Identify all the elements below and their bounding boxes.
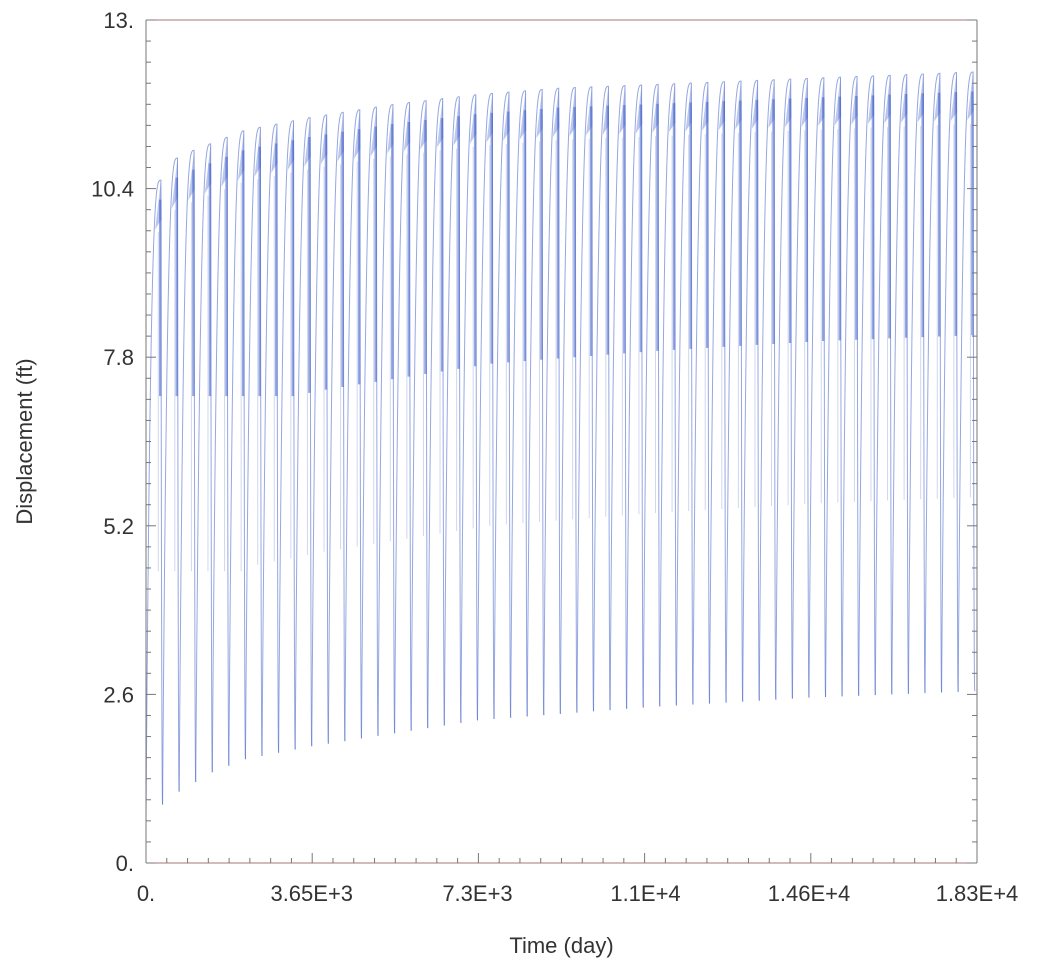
series-cycle-line xyxy=(791,77,810,699)
y-tick-label: 7.8 xyxy=(103,345,134,370)
series-cycle-line xyxy=(493,91,512,720)
series-cycle-line xyxy=(924,72,943,694)
y-tick-label: 0. xyxy=(116,851,134,876)
series-cycle-line xyxy=(228,130,246,766)
series-cycle-line xyxy=(526,89,545,717)
series-cycle-line xyxy=(609,85,628,711)
series-cycle-line xyxy=(543,87,561,716)
series-cycle-line xyxy=(907,73,926,694)
series-cycle-line xyxy=(377,104,396,736)
series-cycle-line xyxy=(576,86,595,713)
series-cycle-line xyxy=(211,136,230,773)
series-cycle-line xyxy=(725,80,744,703)
series-cycle-line xyxy=(145,179,164,818)
series-cycle-line xyxy=(410,100,429,731)
series-cycle-line xyxy=(244,126,263,760)
y-tick-label: 13. xyxy=(103,8,134,33)
axes-layer xyxy=(145,19,978,864)
x-tick-label: 1.46E+4 xyxy=(768,881,851,906)
series-cycle-line xyxy=(162,157,180,805)
series-cycle-line xyxy=(825,76,843,698)
series-cycle-line xyxy=(709,81,727,704)
series-cycle-line xyxy=(327,111,346,744)
series-cycle-line xyxy=(957,71,976,692)
x-tick-label: 1.83E+4 xyxy=(936,881,1019,906)
series-cycle-line xyxy=(178,149,197,792)
series-cycle-line xyxy=(427,98,445,729)
series-cycle-line xyxy=(394,102,412,734)
series-cycle-line xyxy=(360,106,379,739)
x-tick-label: 1.1E+4 xyxy=(610,881,680,906)
series-cycle-line xyxy=(758,79,777,701)
series-cycle-line xyxy=(642,83,661,708)
series-cycle-line xyxy=(808,77,827,698)
x-tick-label: 3.65E+3 xyxy=(270,881,353,906)
series-layer xyxy=(145,71,976,818)
series-cycle-line xyxy=(460,94,478,723)
series-cycle-line xyxy=(858,75,876,696)
y-tick-label: 5.2 xyxy=(103,514,134,539)
series-cycle-line xyxy=(675,82,694,706)
ticks-layer xyxy=(145,19,978,864)
series-cycle-line xyxy=(311,114,329,747)
series-cycle-line xyxy=(874,74,893,696)
series-cycle-line xyxy=(775,78,793,700)
series-cycle-line xyxy=(559,87,578,714)
series-cycle-line xyxy=(294,117,313,750)
x-axis-title: Time (day) xyxy=(509,933,613,958)
series-cycle-line xyxy=(261,123,280,757)
series-cycle-line xyxy=(476,92,495,721)
y-tick-label: 10.4 xyxy=(91,177,134,202)
series-cycle-line xyxy=(443,96,462,726)
labels-layer: 0. 2.6 5.2 7.8 10.4 13. 0. 3.65E+3 7.3E+3 1.1E+4 1… xyxy=(91,8,1018,906)
x-tick-label: 7.3E+3 xyxy=(442,881,512,906)
series-cycle-line xyxy=(692,81,711,705)
series-cycle-line xyxy=(659,83,677,707)
series-cycle-line xyxy=(195,143,213,782)
series-cycle-line xyxy=(593,85,611,712)
y-tick-label: 2.6 xyxy=(103,682,134,707)
series-cycle-line xyxy=(626,84,644,709)
series-cycle-line xyxy=(742,79,760,702)
x-tick-label: 0. xyxy=(137,881,155,906)
series-cycle-line xyxy=(344,109,362,742)
series-cycle-line xyxy=(941,72,959,693)
series-cycle-line xyxy=(891,74,909,695)
series-cycle-line xyxy=(278,120,296,753)
series-cycle-line xyxy=(510,90,528,718)
y-axis-title: Displacement (ft) xyxy=(12,358,37,524)
series-cycle-line xyxy=(841,75,860,697)
